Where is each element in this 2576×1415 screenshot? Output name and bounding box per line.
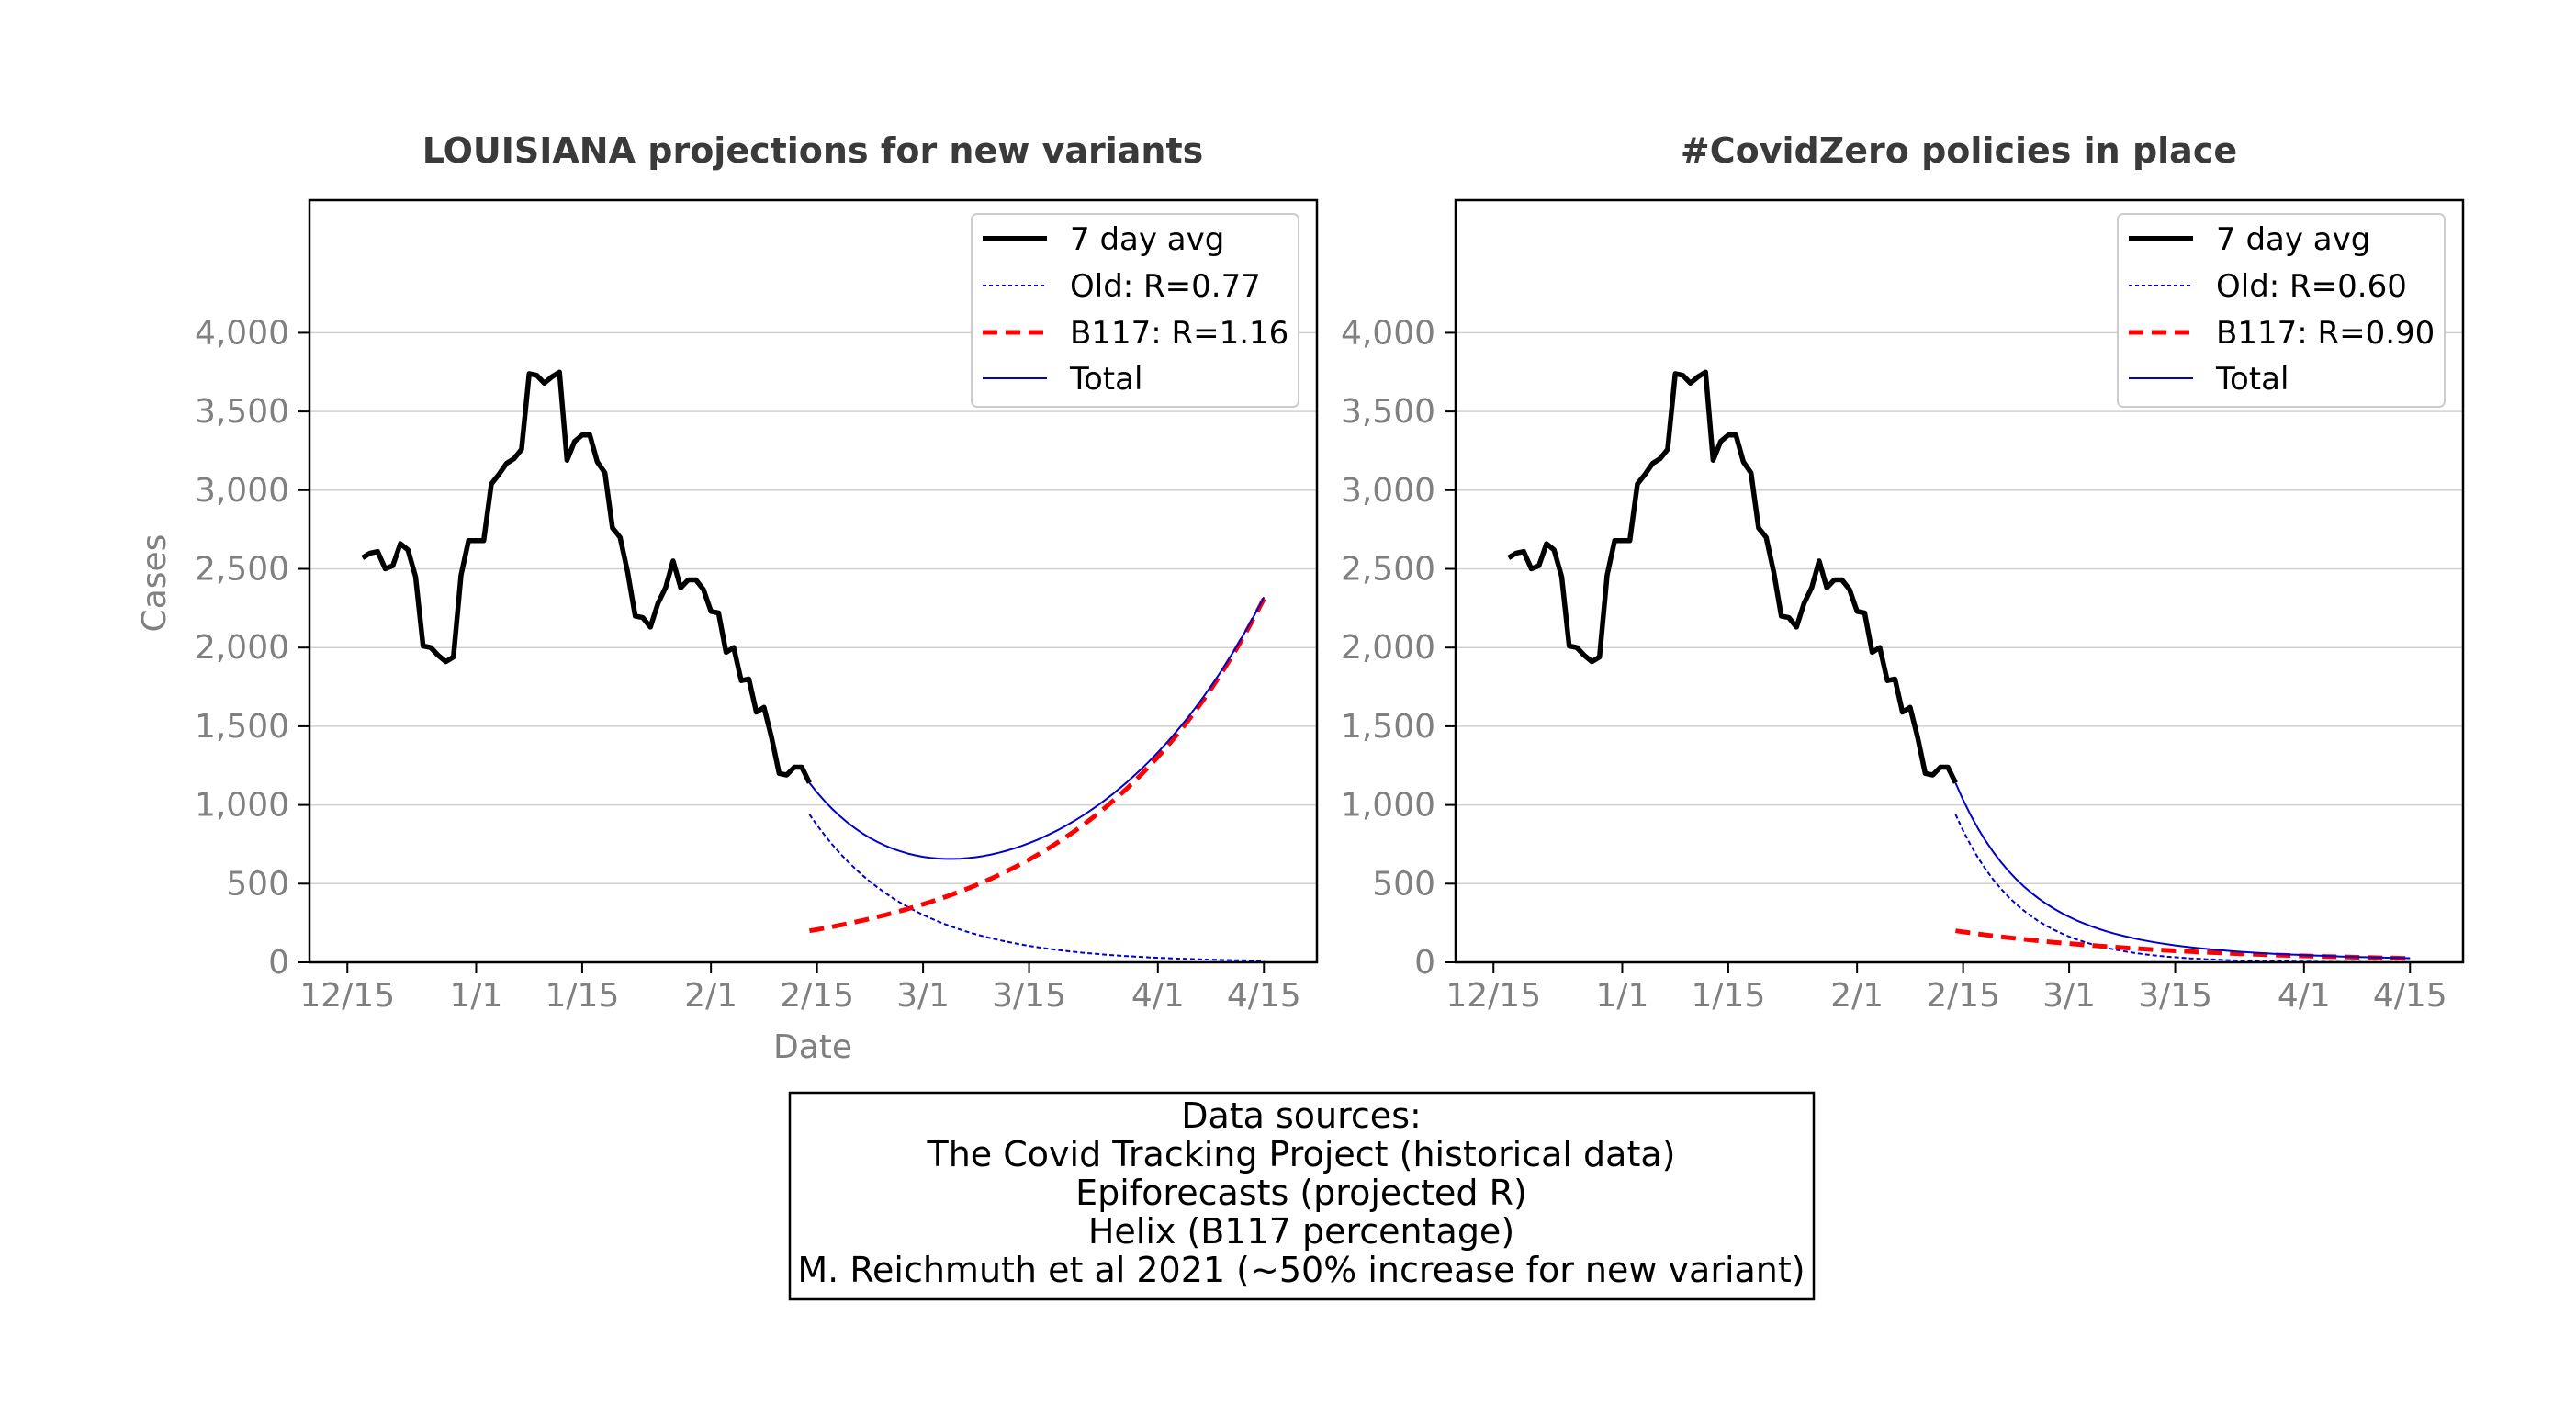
x-tick-label: 4/1 xyxy=(2278,977,2331,1015)
y-tick-label: 2,500 xyxy=(195,551,289,589)
y-tick-label: 4,000 xyxy=(195,314,289,352)
chart-left: LOUISIANA projections for new variants 1… xyxy=(136,130,1319,1066)
x-tick-label: 1/1 xyxy=(449,977,502,1015)
x-axis-label: Date xyxy=(773,1028,852,1066)
x-tick-label: 12/15 xyxy=(299,977,395,1015)
legend-label-total: Total xyxy=(1069,361,1142,398)
series-line xyxy=(1954,814,2411,963)
data-source-line: Helix (B117 percentage) xyxy=(1088,1211,1514,1252)
y-tick-label: 2,000 xyxy=(195,629,289,667)
y-tick-label: 500 xyxy=(1372,865,1435,903)
data-source-line: The Covid Tracking Project (historical d… xyxy=(927,1134,1676,1174)
y-tick-label: 3,000 xyxy=(195,472,289,510)
x-tick-label: 2/1 xyxy=(1830,977,1884,1015)
x-tick-label: 12/15 xyxy=(1445,977,1541,1015)
plot-frame xyxy=(308,198,1319,964)
legend-box xyxy=(2117,213,2446,408)
y-axis: 0 500 1,000 1,500 2,000 2,500 3,000 3,500 4,000 xyxy=(1341,314,1456,982)
x-tick-label: 3/15 xyxy=(2138,977,2212,1015)
series-line xyxy=(808,596,1266,860)
y-tick-label: 0 xyxy=(1414,944,1435,982)
y-tick-label: 2,500 xyxy=(1341,551,1435,589)
data-sources-box: Data sources: The Covid Tracking Project… xyxy=(788,1091,1816,1301)
plot-frame xyxy=(1454,198,2465,964)
legend-label-b117: B117: R=1.16 xyxy=(1070,315,1288,352)
y-tick-label: 1,500 xyxy=(195,708,289,746)
legend: 7 day avg Old: R=0.60 B117: R=0.90 Total xyxy=(2117,213,2446,408)
x-tick-label: 4/1 xyxy=(1131,977,1185,1015)
x-tick-label: 2/1 xyxy=(684,977,737,1015)
x-tick-label: 3/15 xyxy=(992,977,1066,1015)
x-tick-label: 4/15 xyxy=(2373,977,2447,1015)
legend-label-old: Old: R=0.60 xyxy=(2216,268,2407,305)
x-tick-label: 3/1 xyxy=(896,977,950,1015)
legend: 7 day avg Old: R=0.77 B117: R=1.16 Total xyxy=(971,213,1299,408)
series-line xyxy=(808,814,1265,962)
x-tick-label: 2/15 xyxy=(780,977,854,1015)
data-sources-heading: Data sources: xyxy=(1181,1095,1422,1136)
series-line xyxy=(1507,369,1958,784)
y-tick-label: 1,000 xyxy=(195,787,289,825)
series-line xyxy=(1955,928,2411,961)
y-tick-label: 2,000 xyxy=(1341,629,1435,667)
chart-right: #CovidZero policies in place 12/15 1/1 1/1… xyxy=(1341,130,2465,1015)
x-tick-label: 2/15 xyxy=(1926,977,2000,1015)
y-tick-label: 1,500 xyxy=(1341,708,1435,746)
y-tick-label: 0 xyxy=(268,944,289,982)
x-axis: 12/15 1/1 1/15 2/1 2/15 3/1 3/15 4/1 4/15 xyxy=(299,962,1301,1015)
legend-box xyxy=(971,213,1299,408)
y-axis-label: Cases xyxy=(136,534,174,633)
grid xyxy=(1456,331,2463,885)
series-group xyxy=(361,369,1266,962)
x-tick-label: 3/1 xyxy=(2042,977,2096,1015)
y-tick-label: 3,500 xyxy=(1341,393,1435,431)
data-source-line: Epiforecasts (projected R) xyxy=(1075,1173,1527,1213)
legend-label-7day: 7 day avg xyxy=(2216,221,2370,258)
y-tick-label: 500 xyxy=(226,865,289,903)
grid xyxy=(309,331,1317,885)
legend-label-7day: 7 day avg xyxy=(1070,221,1224,258)
series-group xyxy=(1507,369,2411,963)
legend-label-total: Total xyxy=(2215,361,2289,398)
data-sources-frame xyxy=(788,1091,1816,1301)
x-tick-label: 1/1 xyxy=(1595,977,1648,1015)
series-line xyxy=(1954,782,2411,960)
y-tick-label: 4,000 xyxy=(1341,314,1435,352)
x-tick-label: 1/15 xyxy=(1692,977,1766,1015)
x-axis: 12/15 1/1 1/15 2/1 2/15 3/1 3/15 4/1 4/15 xyxy=(1445,962,2447,1015)
y-tick-label: 1,000 xyxy=(1341,787,1435,825)
y-axis: 0 500 1,000 1,500 2,000 2,500 3,000 3,500 4,000 xyxy=(195,314,309,982)
x-tick-label: 1/15 xyxy=(546,977,620,1015)
series-line xyxy=(808,597,1266,934)
y-tick-label: 3,500 xyxy=(195,393,289,431)
chart-title: #CovidZero policies in place xyxy=(1681,130,2237,171)
x-tick-label: 4/15 xyxy=(1227,977,1301,1015)
legend-label-b117: B117: R=0.90 xyxy=(2216,315,2435,352)
y-tick-label: 3,000 xyxy=(1341,472,1435,510)
series-line xyxy=(361,369,812,784)
chart-title: LOUISIANA projections for new variants xyxy=(422,130,1204,171)
data-source-line: M. Reichmuth et al 2021 (~50% increase f… xyxy=(797,1250,1805,1290)
legend-label-old: Old: R=0.77 xyxy=(1070,268,1261,305)
